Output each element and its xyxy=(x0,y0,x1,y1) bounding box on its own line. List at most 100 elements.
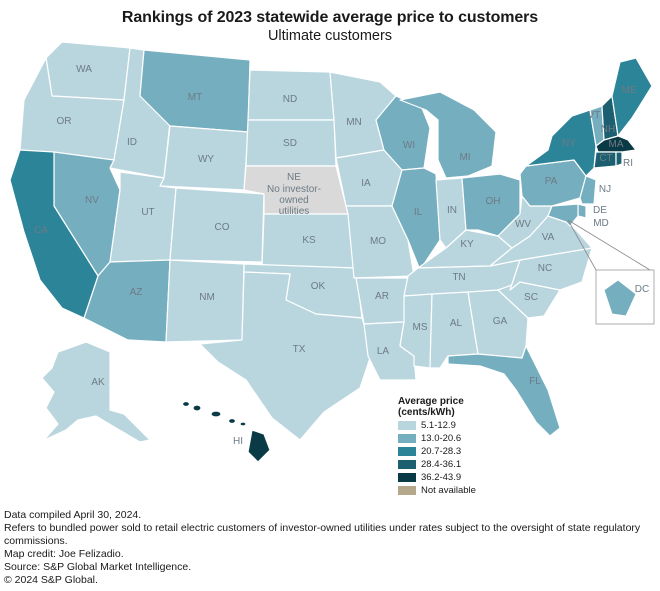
footnote-map-credit: Map credit: Joe Felizadio. xyxy=(4,548,124,560)
state-label-MO: MO xyxy=(370,236,386,247)
state-HI[interactable] xyxy=(181,400,271,463)
state-label-WV: WV xyxy=(515,219,531,230)
map-legend: Average price (cents/kWh) 5.1-12.9 13.0-… xyxy=(398,396,538,496)
state-label-DC: DC xyxy=(635,284,649,295)
legend-item: 36.2-43.9 xyxy=(398,471,538,483)
state-NJ[interactable] xyxy=(579,175,597,205)
state-DE[interactable] xyxy=(577,203,587,219)
legend-label: 36.2-43.9 xyxy=(421,471,462,483)
state-label-OK: OK xyxy=(311,281,326,292)
state-label-NC: NC xyxy=(538,263,552,274)
legend-swatch xyxy=(398,485,416,495)
state-label-ME: ME xyxy=(622,85,637,96)
state-label-NJ: NJ xyxy=(599,184,611,195)
dc-inset xyxy=(567,219,655,325)
state-label-RI: RI xyxy=(623,158,633,169)
state-label-WI: WI xyxy=(403,140,415,151)
footnote-definition: Refers to bundled power sold to retail e… xyxy=(4,522,641,547)
state-label-PA: PA xyxy=(545,176,558,187)
state-label-SD: SD xyxy=(283,138,297,149)
state-label-MA: MA xyxy=(609,139,624,150)
state-label-UT: UT xyxy=(141,207,154,218)
us-state-map: WA OR ID MT WY NV UT CO AZ NM CA ND SD KS OK TX MN IA MO AR… xyxy=(9,41,655,463)
legend-label: Not available xyxy=(421,484,476,496)
state-FL[interactable] xyxy=(447,345,561,437)
state-RI[interactable] xyxy=(615,151,623,167)
state-MD[interactable] xyxy=(547,203,579,227)
state-label-DE: DE xyxy=(593,205,607,216)
state-label-MS: MS xyxy=(413,322,428,333)
state-TX[interactable] xyxy=(199,271,373,441)
legend-label: 28.4-36.1 xyxy=(421,458,462,470)
legend-title-line1: Average price xyxy=(398,396,464,407)
state-IL[interactable] xyxy=(391,167,441,271)
state-label-TX: TX xyxy=(293,344,306,355)
legend-label: 20.7-28.3 xyxy=(421,445,462,457)
footnote-date: Data compiled April 30, 2024. xyxy=(4,509,142,521)
state-label-ID: ID xyxy=(127,137,137,148)
state-label-OR: OR xyxy=(57,116,72,127)
legend-swatch xyxy=(398,446,416,456)
legend-item: 20.7-28.3 xyxy=(398,445,538,457)
footnote-source: Source: S&P Global Market Intelligence. xyxy=(4,561,192,573)
ne-note-line1: No investor- xyxy=(267,184,321,195)
state-label-HI: HI xyxy=(233,436,243,447)
state-label-AZ: AZ xyxy=(130,287,143,298)
state-AK[interactable] xyxy=(41,341,151,443)
legend-label: 5.1-12.9 xyxy=(421,419,456,431)
state-WI[interactable] xyxy=(375,95,431,171)
state-label-FL: FL xyxy=(529,376,541,387)
state-label-WA: WA xyxy=(76,64,92,75)
state-label-NV: NV xyxy=(85,195,99,206)
state-label-NH: NH xyxy=(601,124,615,135)
state-label-SC: SC xyxy=(524,292,538,303)
state-label-AK: AK xyxy=(91,377,105,388)
legend-title-line2: (cents/kWh) xyxy=(398,407,455,418)
state-label-MN: MN xyxy=(346,117,362,128)
chart-title: Rankings of 2023 statewide average price… xyxy=(121,9,539,26)
state-label-MI: MI xyxy=(459,152,470,163)
state-label-IA: IA xyxy=(361,178,371,189)
legend-swatch xyxy=(398,459,416,469)
chart-subtitle: Ultimate customers xyxy=(267,28,393,44)
state-label-TN: TN xyxy=(452,272,465,283)
state-label-VT: VT xyxy=(588,110,601,121)
ne-label-abbr: NE xyxy=(287,172,301,183)
legend-swatch xyxy=(398,472,416,482)
legend-swatch xyxy=(398,433,416,443)
state-label-IL: IL xyxy=(414,207,423,218)
legend-item: Not available xyxy=(398,484,538,496)
legend-item: 28.4-36.1 xyxy=(398,458,538,470)
state-CA[interactable] xyxy=(9,149,99,319)
footnotes: Data compiled April 30, 2024. Refers to … xyxy=(4,509,656,587)
legend-item: 13.0-20.6 xyxy=(398,432,538,444)
ne-note-line3: utilities xyxy=(279,206,310,217)
state-DC[interactable] xyxy=(603,279,637,317)
state-label-WY: WY xyxy=(198,154,214,165)
state-label-NM: NM xyxy=(199,292,215,303)
state-label-CA: CA xyxy=(34,225,48,236)
state-label-KY: KY xyxy=(460,239,474,250)
state-label-MT: MT xyxy=(188,92,202,103)
state-label-ND: ND xyxy=(283,94,297,105)
ne-note-line2: owned xyxy=(279,195,308,206)
state-label-NY: NY xyxy=(562,138,576,149)
state-WY[interactable] xyxy=(159,125,249,191)
state-label-OH: OH xyxy=(486,196,501,207)
state-label-CO: CO xyxy=(215,222,230,233)
state-label-KS: KS xyxy=(302,235,316,246)
state-label-IN: IN xyxy=(447,205,457,216)
state-label-AL: AL xyxy=(450,318,463,329)
state-label-MD: MD xyxy=(593,218,609,229)
state-label-AR: AR xyxy=(375,291,389,302)
footnote-copyright: © 2024 S&P Global. xyxy=(4,574,98,586)
state-label-LA: LA xyxy=(377,346,390,357)
state-label-GA: GA xyxy=(493,316,508,327)
legend-item: 5.1-12.9 xyxy=(398,419,538,431)
legend-label: 13.0-20.6 xyxy=(421,432,462,444)
state-ME[interactable] xyxy=(611,57,653,137)
state-label-CT: CT xyxy=(599,153,612,164)
legend-swatch xyxy=(398,420,416,430)
state-label-VA: VA xyxy=(542,232,555,243)
state-MI[interactable] xyxy=(399,91,497,179)
